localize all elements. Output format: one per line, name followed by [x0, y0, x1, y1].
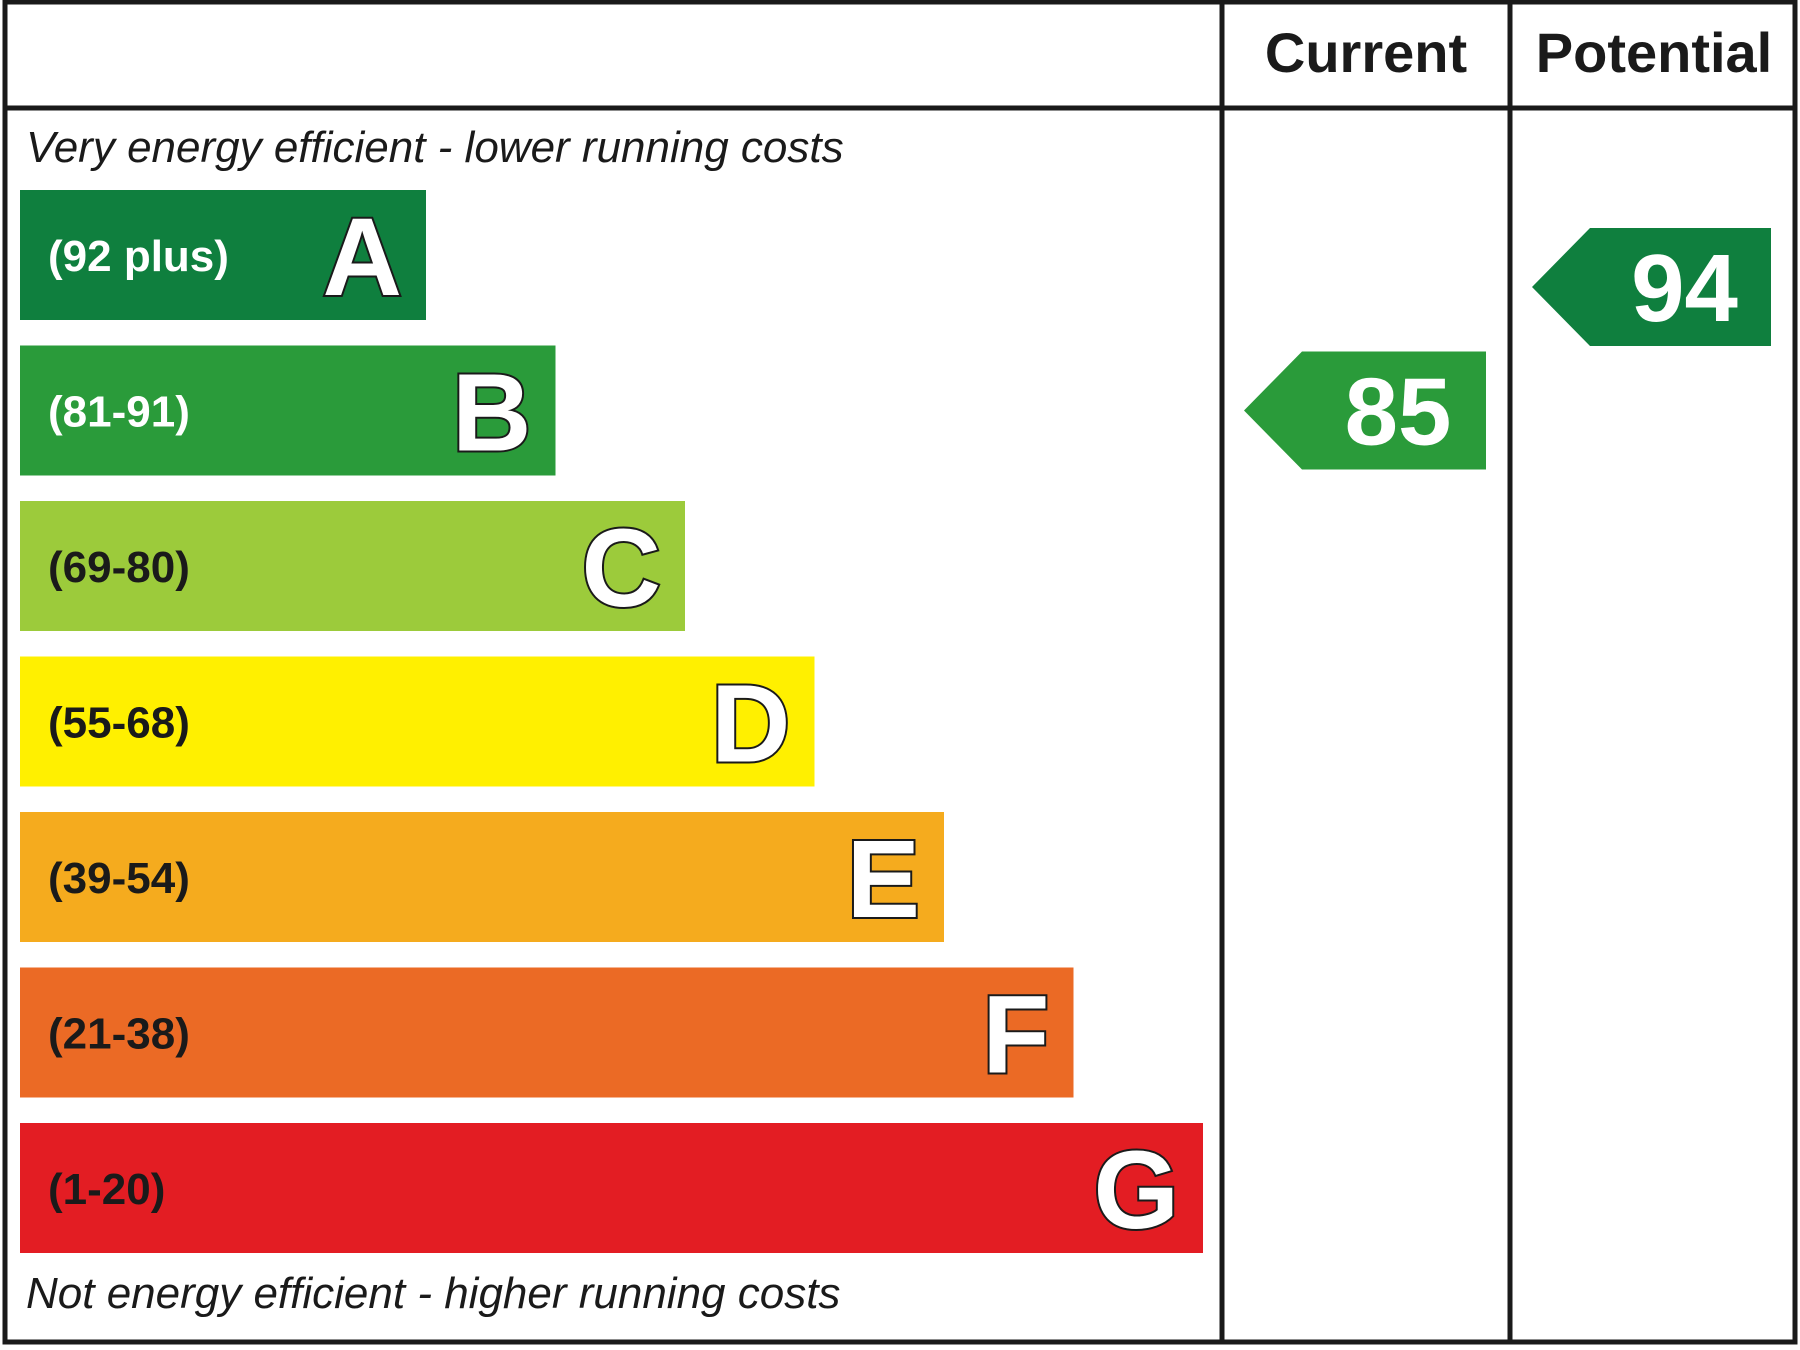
band-range-e: (39-54) — [48, 854, 190, 903]
band-bar-c — [20, 501, 685, 631]
potential-column-header: Potential — [1536, 21, 1772, 84]
band-bar-f — [20, 967, 1074, 1098]
band-range-g: (1-20) — [48, 1165, 165, 1214]
band-letter-e: E — [847, 818, 920, 941]
band-letter-d: D — [711, 663, 790, 786]
band-range-f: (21-38) — [48, 1010, 190, 1059]
current-column-header: Current — [1265, 21, 1467, 84]
potential-rating-arrow: 94 — [1532, 228, 1771, 346]
band-bar-e — [20, 812, 944, 942]
band-letter-f: F — [982, 974, 1049, 1097]
bottom-efficiency-note: Not energy efficient - higher running co… — [26, 1269, 840, 1318]
band-letter-g: G — [1093, 1129, 1179, 1252]
current-rating-value: 85 — [1345, 359, 1452, 466]
top-efficiency-note: Very energy efficient - lower running co… — [26, 123, 844, 172]
band-range-d: (55-68) — [48, 699, 190, 748]
band-bar-g — [20, 1123, 1203, 1253]
band-letter-b: B — [452, 352, 531, 475]
band-range-b: (81-91) — [48, 388, 190, 437]
band-bar-d — [20, 656, 815, 787]
band-bar-b — [20, 345, 556, 476]
potential-rating-arrow-shape — [1532, 228, 1771, 346]
band-range-a: (92 plus) — [48, 232, 229, 281]
band-letter-c: C — [582, 507, 661, 630]
current-rating-arrow: 85 — [1244, 351, 1486, 470]
current-rating-arrow-shape — [1244, 351, 1486, 470]
band-letter-a: A — [323, 196, 402, 319]
potential-rating-value: 94 — [1631, 235, 1738, 342]
band-range-c: (69-80) — [48, 543, 190, 592]
band-bar-a — [20, 190, 426, 320]
rating-bands: (92 plus) A (81-91) B (69-80) C (55-68) D (39-54… — [20, 190, 1203, 1254]
